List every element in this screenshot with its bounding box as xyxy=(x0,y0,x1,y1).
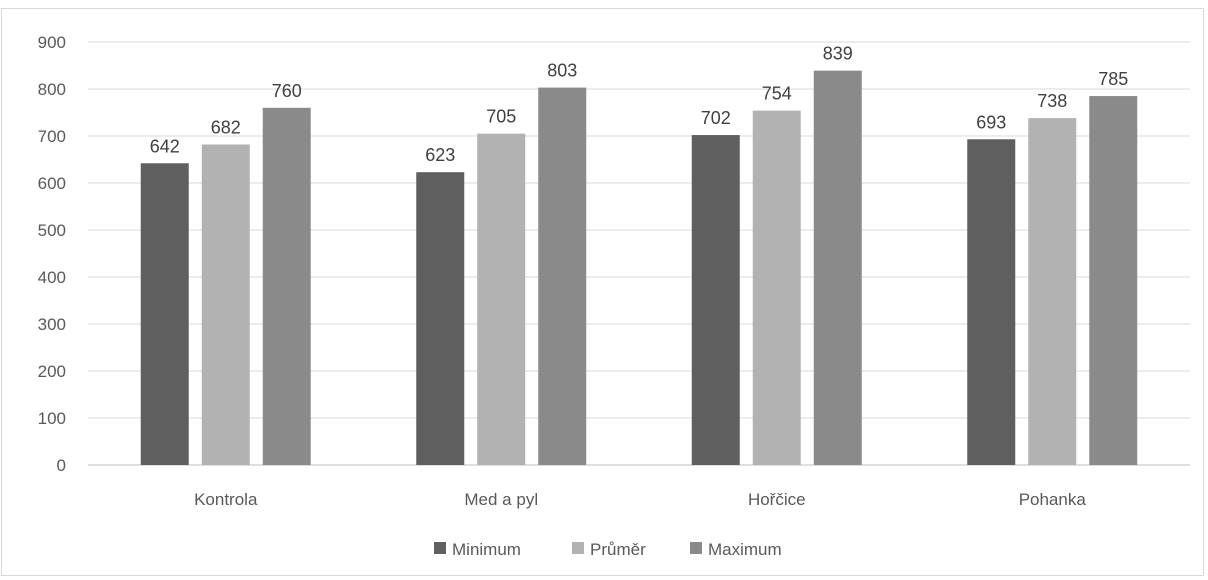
bar-maximum-3 xyxy=(813,70,862,466)
legend: Minimum Průměr Maximum xyxy=(434,540,782,559)
category-label: Pohanka xyxy=(1019,490,1087,509)
bars xyxy=(140,70,1138,466)
y-axis-ticks: 0 100 200 300 400 500 600 700 800 900 xyxy=(38,33,66,475)
y-tick-label: 800 xyxy=(38,80,66,99)
bar-minimum-2 xyxy=(416,172,465,465)
y-tick-label: 400 xyxy=(38,268,66,287)
data-label: 642 xyxy=(150,136,180,156)
x-axis-categories: Kontrola Med a pyl Hořčice Pohanka xyxy=(194,490,1086,509)
data-labels: 642 682 760 623 705 803 702 754 839 693 738 785 xyxy=(150,44,1129,166)
data-label: 623 xyxy=(425,145,455,165)
data-label: 738 xyxy=(1037,91,1067,111)
bar-maximum-2 xyxy=(538,87,587,465)
y-tick-label: 700 xyxy=(38,127,66,146)
bar-maximum-4 xyxy=(1089,96,1138,466)
category-label: Med a pyl xyxy=(464,490,538,509)
data-label: 682 xyxy=(211,117,241,137)
legend-label: Maximum xyxy=(708,540,782,559)
gridlines xyxy=(88,41,1190,466)
data-label: 760 xyxy=(272,81,302,101)
data-label: 693 xyxy=(976,112,1006,132)
bar-prmr-3 xyxy=(752,110,801,466)
bar-minimum-3 xyxy=(691,135,740,465)
category-label: Kontrola xyxy=(194,490,258,509)
data-label: 705 xyxy=(486,107,516,127)
bar-minimum-1 xyxy=(140,163,189,465)
legend-label: Minimum xyxy=(452,540,521,559)
y-tick-label: 100 xyxy=(38,409,66,428)
legend-swatch xyxy=(434,542,446,554)
y-tick-label: 200 xyxy=(38,362,66,381)
legend-label: Průměr xyxy=(590,540,646,559)
bar-prmr-1 xyxy=(201,144,250,465)
y-tick-label: 300 xyxy=(38,315,66,334)
y-tick-label: 500 xyxy=(38,221,66,240)
legend-swatch xyxy=(572,542,584,554)
data-label: 839 xyxy=(823,44,853,64)
bar-maximum-1 xyxy=(262,107,311,466)
data-label: 702 xyxy=(701,108,731,128)
y-tick-label: 0 xyxy=(57,456,66,475)
bar-minimum-4 xyxy=(967,139,1016,466)
data-label: 803 xyxy=(547,61,577,81)
category-label: Hořčice xyxy=(748,490,806,509)
data-label: 785 xyxy=(1098,69,1128,89)
y-tick-label: 900 xyxy=(38,33,66,52)
bar-prmr-4 xyxy=(1028,118,1077,465)
data-label: 754 xyxy=(762,84,792,104)
y-tick-label: 600 xyxy=(38,174,66,193)
legend-swatch xyxy=(690,542,702,554)
bar-prmr-2 xyxy=(477,133,526,465)
